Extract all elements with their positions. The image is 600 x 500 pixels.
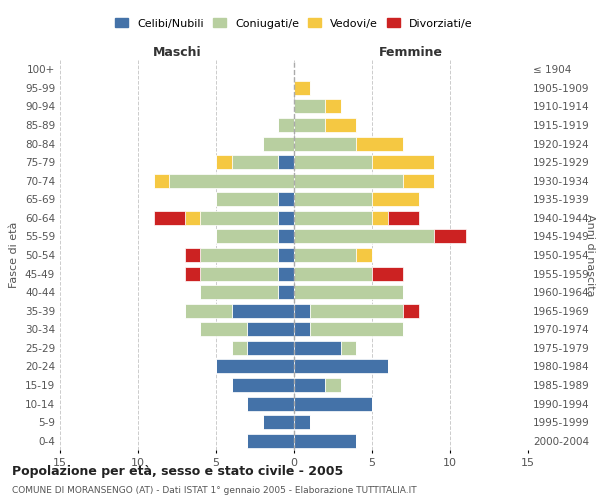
Bar — [325, 118, 356, 132]
Bar — [294, 81, 310, 95]
Bar — [294, 248, 356, 262]
Bar — [403, 304, 419, 318]
Bar — [278, 118, 294, 132]
Bar — [216, 230, 278, 243]
Bar — [294, 192, 372, 206]
Y-axis label: Anni di nascita: Anni di nascita — [585, 214, 595, 296]
Bar — [356, 136, 403, 150]
Bar — [154, 174, 169, 188]
Bar — [232, 378, 294, 392]
Bar — [294, 360, 388, 374]
Bar — [278, 155, 294, 169]
Bar — [185, 248, 200, 262]
Bar — [185, 266, 200, 280]
Bar — [294, 434, 356, 448]
Y-axis label: Fasce di età: Fasce di età — [10, 222, 19, 288]
Bar — [216, 192, 278, 206]
Bar — [278, 192, 294, 206]
Bar — [294, 266, 372, 280]
Bar — [200, 211, 278, 225]
Bar — [200, 248, 278, 262]
Bar — [372, 155, 434, 169]
Bar — [169, 174, 294, 188]
Bar — [185, 304, 232, 318]
Bar — [434, 230, 466, 243]
Text: COMUNE DI MORANSENGO (AT) - Dati ISTAT 1° gennaio 2005 - Elaborazione TUTTITALIA: COMUNE DI MORANSENGO (AT) - Dati ISTAT 1… — [12, 486, 416, 495]
Bar — [263, 415, 294, 429]
Bar — [294, 378, 325, 392]
Bar — [294, 415, 310, 429]
Bar — [294, 100, 325, 114]
Bar — [294, 341, 341, 355]
Legend: Celibi/Nubili, Coniugati/e, Vedovi/e, Divorziati/e: Celibi/Nubili, Coniugati/e, Vedovi/e, Di… — [112, 15, 476, 32]
Bar — [232, 341, 247, 355]
Bar — [200, 266, 278, 280]
Text: Maschi: Maschi — [152, 46, 202, 59]
Bar — [388, 211, 419, 225]
Bar — [278, 285, 294, 299]
Bar — [278, 211, 294, 225]
Bar — [247, 396, 294, 410]
Bar — [341, 341, 356, 355]
Bar — [247, 341, 294, 355]
Bar — [372, 192, 419, 206]
Text: Femmine: Femmine — [379, 46, 443, 59]
Bar — [294, 155, 372, 169]
Bar — [294, 174, 403, 188]
Text: Popolazione per età, sesso e stato civile - 2005: Popolazione per età, sesso e stato civil… — [12, 464, 343, 477]
Bar — [200, 285, 278, 299]
Bar — [356, 248, 372, 262]
Bar — [247, 322, 294, 336]
Bar — [232, 155, 278, 169]
Bar — [310, 322, 403, 336]
Bar — [294, 118, 325, 132]
Bar — [310, 304, 403, 318]
Bar — [294, 136, 356, 150]
Bar — [403, 174, 434, 188]
Bar — [247, 434, 294, 448]
Bar — [200, 322, 247, 336]
Bar — [294, 322, 310, 336]
Bar — [294, 396, 372, 410]
Bar — [216, 155, 232, 169]
Bar — [278, 230, 294, 243]
Bar — [325, 100, 341, 114]
Bar — [294, 230, 434, 243]
Bar — [294, 304, 310, 318]
Bar — [232, 304, 294, 318]
Bar — [263, 136, 294, 150]
Bar — [294, 285, 403, 299]
Bar — [372, 211, 388, 225]
Bar — [294, 211, 372, 225]
Bar — [278, 248, 294, 262]
Bar — [278, 266, 294, 280]
Bar — [325, 378, 341, 392]
Bar — [154, 211, 185, 225]
Bar — [216, 360, 294, 374]
Bar — [372, 266, 403, 280]
Bar — [185, 211, 200, 225]
